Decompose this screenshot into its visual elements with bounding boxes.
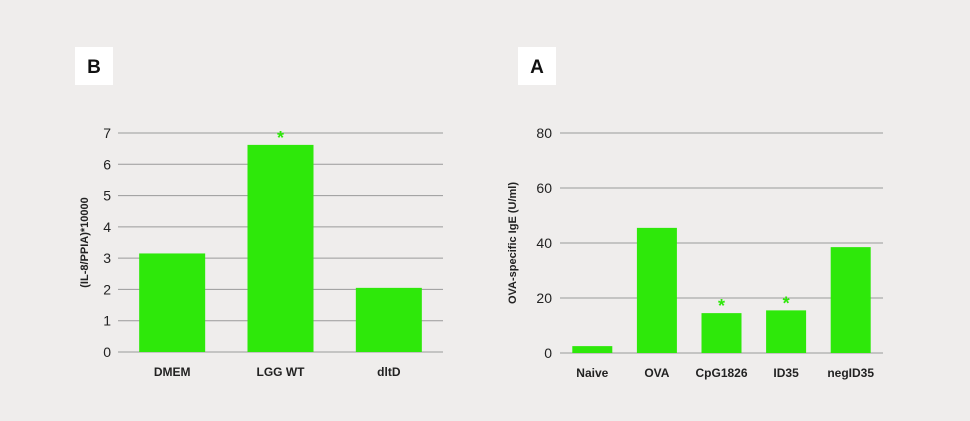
significance-marker: *: [277, 128, 284, 148]
significance-marker: *: [783, 293, 790, 313]
panel-label: B: [87, 57, 101, 78]
y-axis-label: (IL-8/PPIA)*10000: [79, 197, 91, 287]
x-category-label: DMEM: [154, 365, 191, 379]
bar: [247, 144, 314, 352]
y-tick-label: 40: [536, 235, 552, 251]
bar: [766, 310, 807, 353]
y-tick-label: 1: [103, 313, 111, 329]
y-tick-label: 3: [103, 250, 111, 266]
y-tick-label: 0: [103, 344, 111, 360]
x-category-label: OVA: [644, 366, 669, 380]
y-tick-label: 20: [536, 290, 552, 306]
y-axis-label: OVA-specific IgE (U/ml): [507, 182, 519, 304]
x-category-label: negID35: [827, 366, 874, 380]
y-tick-label: 2: [103, 281, 111, 297]
x-category-label: ID35: [773, 366, 799, 380]
x-category-label: dltD: [377, 365, 401, 379]
bar: [355, 287, 422, 352]
panel-label: A: [530, 57, 544, 78]
panel-a-chart: A 0 20 40 60 80 Naive OVA CpG1826 * ID35 * negID35 OV…: [507, 47, 883, 380]
bar: [701, 313, 742, 353]
x-category-label: Naive: [576, 366, 608, 380]
y-tick-label: 60: [536, 180, 552, 196]
bar: [636, 227, 677, 353]
panel-label-box: [518, 47, 556, 85]
y-tick-label: 0: [544, 345, 552, 361]
bar: [572, 346, 613, 353]
significance-marker: *: [718, 296, 725, 316]
panel-label-box: [75, 47, 113, 85]
bar: [139, 253, 206, 352]
x-category-label: LGG WT: [257, 365, 306, 379]
bar: [830, 247, 871, 353]
y-tick-label: 7: [103, 125, 111, 141]
y-tick-label: 5: [103, 188, 111, 204]
x-category-label: CpG1826: [695, 366, 747, 380]
y-tick-label: 4: [103, 219, 111, 235]
panel-b-chart: B 0 1 2 3 4 5 6 7 DMEM LGG WT * dltD (IL-8/PPIA)*1000…: [75, 47, 443, 379]
y-tick-label: 80: [536, 125, 552, 141]
y-tick-label: 6: [103, 156, 111, 172]
